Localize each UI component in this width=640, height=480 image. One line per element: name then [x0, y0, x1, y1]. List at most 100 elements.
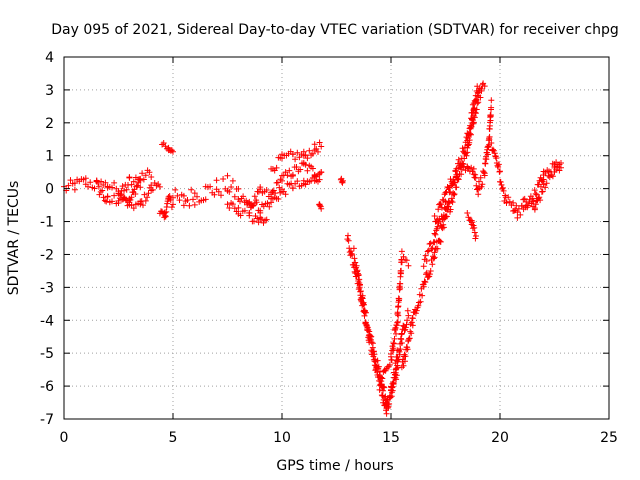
data-point: [477, 174, 484, 181]
data-point: [357, 281, 363, 288]
chart-title: Day 095 of 2021, Sidereal Day-to-day VTE…: [51, 22, 619, 38]
data-point: [352, 259, 359, 266]
data-point: [126, 197, 133, 204]
data-point: [371, 348, 377, 355]
data-point: [470, 165, 477, 172]
data-point: [518, 202, 525, 209]
data-point: [246, 210, 253, 216]
data-point: [517, 211, 524, 218]
data-point: [253, 199, 260, 206]
data-point: [311, 141, 318, 148]
data-point: [345, 237, 352, 244]
data-point: [427, 268, 434, 274]
data-point: [137, 201, 144, 208]
data-point: [430, 255, 437, 262]
data-point: [296, 154, 303, 161]
data-point: [497, 179, 504, 185]
data-point: [468, 164, 475, 171]
data-point: [393, 330, 399, 337]
data-point: [434, 216, 441, 223]
data-point: [413, 307, 420, 314]
data-point: [481, 83, 488, 90]
data-point: [368, 339, 375, 346]
data-point: [465, 165, 472, 172]
data-point: [424, 248, 431, 255]
data-point: [462, 144, 468, 151]
data-point: [535, 181, 542, 188]
data-point: [475, 89, 482, 96]
data-point: [378, 378, 385, 385]
data-point: [472, 171, 479, 178]
data-point: [109, 198, 115, 205]
data-point: [553, 166, 560, 173]
data-point: [394, 319, 401, 326]
data-point: [434, 223, 441, 230]
data-point: [401, 327, 408, 334]
y-axis-label: SDTVAR / TECUs: [6, 181, 22, 296]
data-point: [380, 383, 387, 390]
data-point: [431, 254, 438, 261]
data-point: [65, 182, 72, 189]
y-tick-label: 1: [45, 149, 54, 165]
data-point: [170, 201, 176, 208]
data-point: [537, 174, 544, 181]
x-tick-label: 0: [60, 430, 69, 446]
data-point: [506, 198, 513, 205]
data-point: [437, 222, 444, 229]
data-point: [123, 186, 130, 193]
data-point: [383, 410, 390, 417]
data-point: [447, 176, 454, 183]
data-point: [471, 224, 478, 231]
data-point: [480, 169, 487, 176]
data-point: [431, 239, 438, 246]
data-point: [166, 193, 173, 199]
data-point: [142, 197, 149, 204]
data-point: [292, 156, 299, 163]
data-point: [498, 181, 505, 188]
data-point: [345, 232, 351, 239]
data-point: [475, 191, 482, 198]
data-point: [362, 319, 369, 326]
data-point: [400, 253, 407, 260]
data-point: [503, 200, 510, 206]
data-point: [460, 148, 467, 155]
data-point: [542, 184, 549, 191]
data-point: [405, 262, 412, 269]
data-point: [367, 332, 373, 339]
data-point: [257, 207, 264, 214]
data-point: [393, 376, 400, 383]
data-point: [440, 215, 447, 222]
data-point: [240, 193, 247, 200]
data-point: [144, 194, 151, 201]
y-tick-label: -1: [40, 215, 54, 231]
data-point: [226, 205, 233, 211]
grid-lines: [64, 57, 609, 419]
data-point: [202, 196, 209, 203]
data-point: [338, 178, 345, 185]
data-point: [251, 218, 257, 225]
data-point: [82, 175, 89, 182]
data-point: [467, 125, 474, 132]
data-point: [297, 166, 304, 173]
data-point: [359, 292, 366, 299]
data-point: [340, 177, 346, 184]
y-tick-label: -6: [40, 379, 54, 395]
data-point: [531, 187, 538, 194]
data-point: [455, 165, 462, 172]
data-point: [443, 188, 450, 195]
data-point: [318, 169, 325, 175]
data-point: [315, 148, 321, 155]
data-point: [184, 197, 191, 203]
data-point: [495, 164, 502, 170]
data-point: [437, 238, 444, 245]
data-point: [317, 202, 324, 209]
data-point: [409, 315, 416, 322]
data-series: [61, 80, 564, 417]
data-point: [318, 205, 325, 212]
data-point: [500, 187, 507, 194]
y-tick-label: 3: [45, 83, 54, 99]
data-point: [133, 183, 140, 190]
data-point: [67, 177, 74, 184]
data-point: [463, 152, 470, 159]
data-point: [388, 357, 395, 364]
